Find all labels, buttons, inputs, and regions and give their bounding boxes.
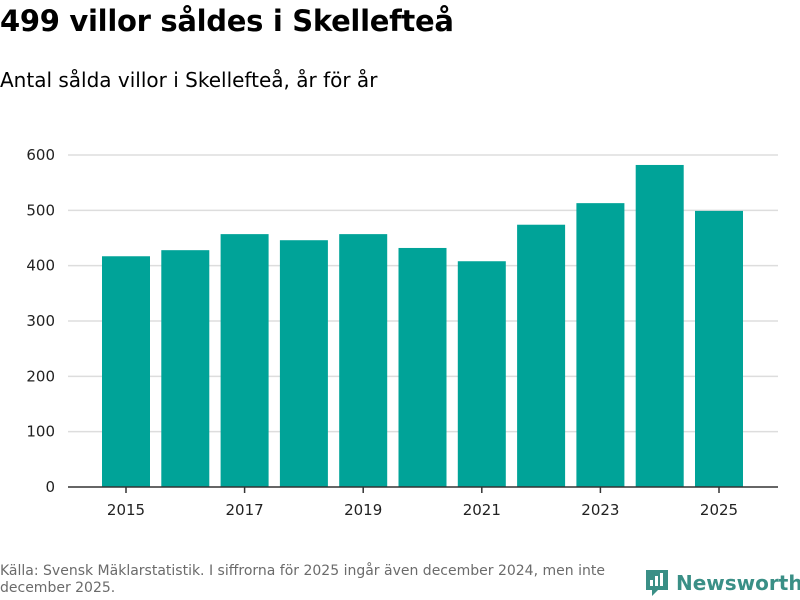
bar-2020 bbox=[398, 247, 447, 487]
newsworthy-logo-icon bbox=[646, 570, 668, 596]
bar-2024 bbox=[635, 164, 684, 487]
y-tick-label: 300 bbox=[26, 312, 55, 330]
y-tick-label: 200 bbox=[26, 367, 55, 385]
brand-logo: Newsworthy bbox=[644, 568, 800, 598]
bar-2018 bbox=[279, 240, 328, 487]
bar-2021 bbox=[457, 261, 506, 487]
bar-2015 bbox=[102, 256, 150, 487]
y-tick-label: 600 bbox=[26, 146, 55, 164]
chart-title: 499 villor såldes i Skellefteå bbox=[0, 4, 454, 38]
x-tick-label: 2019 bbox=[344, 501, 382, 519]
bar-2022 bbox=[517, 224, 566, 487]
y-tick-label: 500 bbox=[26, 201, 55, 219]
brand-name: Newsworthy bbox=[676, 571, 800, 595]
x-tick-label: 2021 bbox=[463, 501, 501, 519]
bar-2016 bbox=[161, 250, 210, 487]
x-tick-label: 2023 bbox=[581, 501, 619, 519]
x-tick-label: 2025 bbox=[700, 501, 738, 519]
y-tick-label: 100 bbox=[26, 423, 55, 441]
x-tick-label: 2017 bbox=[226, 501, 264, 519]
bar-2025 bbox=[695, 210, 743, 488]
bar-2017 bbox=[220, 234, 269, 487]
source-note: Källa: Svensk Mäklarstatistik. I siffror… bbox=[0, 563, 605, 596]
bar-2019 bbox=[339, 234, 388, 487]
chart-subtitle: Antal sålda villor i Skellefteå, år för … bbox=[0, 68, 378, 92]
x-tick-label: 2015 bbox=[107, 501, 145, 519]
y-tick-label: 400 bbox=[26, 257, 55, 275]
y-tick-label: 0 bbox=[45, 478, 55, 496]
bar-2023 bbox=[576, 203, 625, 487]
